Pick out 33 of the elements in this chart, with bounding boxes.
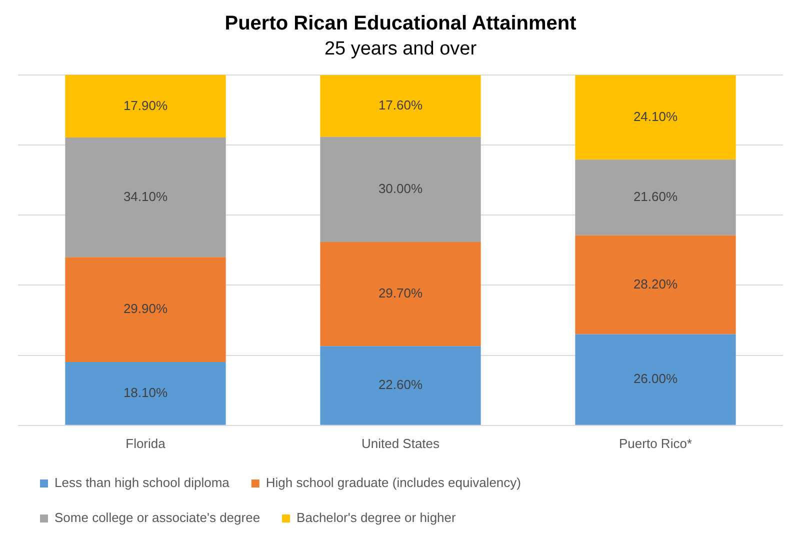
legend-label: Some college or associate's degree: [54, 510, 260, 526]
data-label: 34.10%: [123, 188, 168, 204]
x-tick-label: Florida: [126, 436, 166, 451]
bar: [575, 235, 736, 334]
chart-subtitle: 25 years and over: [324, 38, 478, 60]
data-label: 22.60%: [378, 377, 423, 392]
data-label: 21.60%: [633, 189, 678, 204]
bar: [65, 138, 226, 258]
bar: [320, 242, 481, 346]
data-label: 30.00%: [378, 181, 423, 196]
data-label: 29.70%: [378, 286, 423, 301]
bar: [320, 75, 481, 137]
bar: [65, 362, 226, 425]
bar: [575, 334, 736, 425]
legend-label: Bachelor's degree or higher: [296, 510, 457, 526]
legend-label: High school graduate (includes equivalency): [266, 475, 521, 490]
data-label: 29.90%: [123, 301, 168, 316]
bar: [65, 74, 226, 138]
data-label: 28.20%: [633, 276, 678, 292]
data-label: 26.00%: [633, 371, 678, 386]
bar: [320, 136, 481, 242]
bar: [575, 160, 736, 236]
x-tick-label: United States: [361, 436, 440, 451]
bar: [320, 346, 481, 425]
bar: [65, 257, 226, 362]
legend-label: Less than high school diploma: [54, 475, 230, 490]
data-label: 18.10%: [123, 385, 168, 400]
chart-title: Puerto Rican Educational Attainment: [224, 12, 577, 35]
data-label: 17.90%: [123, 98, 168, 113]
bar: [575, 75, 736, 160]
data-label: 24.10%: [633, 108, 678, 124]
x-tick-label: Puerto Rico*: [619, 436, 692, 451]
data-label: 17.60%: [378, 98, 423, 113]
